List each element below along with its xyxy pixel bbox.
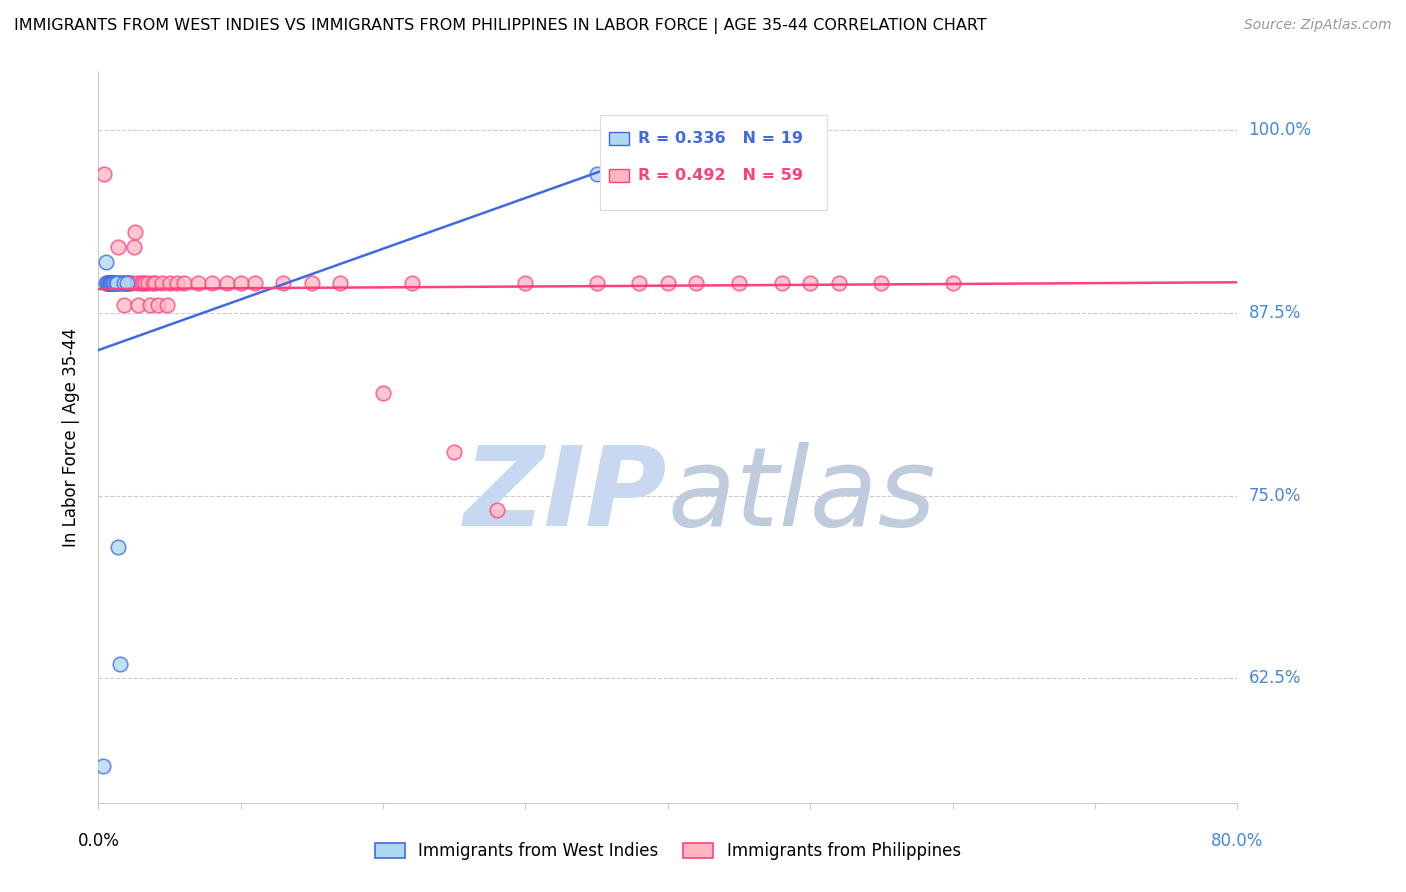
Point bbox=[98, 277, 121, 291]
Point bbox=[122, 240, 145, 254]
Text: IMMIGRANTS FROM WEST INDIES VS IMMIGRANTS FROM PHILIPPINES IN LABOR FORCE | AGE : IMMIGRANTS FROM WEST INDIES VS IMMIGRANT… bbox=[14, 18, 987, 34]
Point bbox=[94, 277, 117, 291]
Point bbox=[101, 277, 124, 291]
Point bbox=[173, 277, 195, 291]
Text: R = 0.336   N = 19: R = 0.336 N = 19 bbox=[638, 131, 803, 146]
Point bbox=[117, 277, 139, 291]
Text: 87.5%: 87.5% bbox=[1249, 304, 1301, 322]
Point bbox=[215, 277, 238, 291]
Point bbox=[799, 277, 821, 291]
Point bbox=[685, 277, 707, 291]
Point bbox=[93, 167, 115, 181]
Point bbox=[243, 277, 266, 291]
Point bbox=[127, 298, 149, 312]
Text: 80.0%: 80.0% bbox=[1211, 832, 1264, 850]
Point bbox=[148, 298, 170, 312]
Text: 62.5%: 62.5% bbox=[1249, 670, 1301, 688]
Point bbox=[118, 277, 141, 291]
Point bbox=[125, 277, 148, 291]
Text: 0.0%: 0.0% bbox=[77, 832, 120, 850]
Text: 100.0%: 100.0% bbox=[1249, 121, 1312, 139]
Point bbox=[486, 503, 509, 517]
Point bbox=[107, 540, 129, 554]
FancyBboxPatch shape bbox=[609, 132, 628, 145]
Point bbox=[273, 277, 295, 291]
Point bbox=[870, 277, 893, 291]
Point bbox=[141, 277, 163, 291]
Point bbox=[114, 277, 136, 291]
FancyBboxPatch shape bbox=[599, 115, 827, 211]
Point bbox=[115, 277, 138, 291]
Point bbox=[97, 277, 120, 291]
Point bbox=[770, 277, 793, 291]
Point bbox=[329, 277, 352, 291]
Point bbox=[136, 277, 159, 291]
Point bbox=[108, 657, 131, 671]
Point bbox=[108, 277, 131, 291]
Point bbox=[105, 277, 128, 291]
Point bbox=[110, 277, 132, 291]
Point bbox=[97, 277, 120, 291]
Point bbox=[134, 277, 156, 291]
Point bbox=[942, 277, 965, 291]
Point bbox=[129, 277, 152, 291]
Point bbox=[96, 277, 118, 291]
Point bbox=[91, 759, 114, 773]
Point bbox=[585, 167, 607, 181]
Point bbox=[120, 277, 142, 291]
Text: Source: ZipAtlas.com: Source: ZipAtlas.com bbox=[1244, 18, 1392, 32]
FancyBboxPatch shape bbox=[609, 169, 628, 182]
Point bbox=[728, 277, 751, 291]
Point bbox=[301, 277, 323, 291]
Point bbox=[112, 298, 135, 312]
Point bbox=[657, 277, 679, 291]
Point bbox=[101, 277, 124, 291]
Point bbox=[112, 277, 135, 291]
Point bbox=[229, 277, 252, 291]
Point bbox=[107, 240, 129, 254]
Point bbox=[159, 277, 181, 291]
Point bbox=[98, 277, 121, 291]
Point bbox=[124, 225, 146, 239]
Y-axis label: In Labor Force | Age 35-44: In Labor Force | Age 35-44 bbox=[62, 327, 80, 547]
Point bbox=[152, 277, 174, 291]
Point bbox=[131, 277, 153, 291]
Point bbox=[138, 298, 160, 312]
Text: atlas: atlas bbox=[668, 442, 936, 549]
Point bbox=[104, 277, 127, 291]
Legend: Immigrants from West Indies, Immigrants from Philippines: Immigrants from West Indies, Immigrants … bbox=[375, 842, 960, 860]
Point bbox=[111, 277, 134, 291]
Point bbox=[373, 386, 395, 401]
Point bbox=[585, 277, 607, 291]
Point bbox=[201, 277, 224, 291]
Text: 75.0%: 75.0% bbox=[1249, 487, 1301, 505]
Point bbox=[828, 277, 851, 291]
Point bbox=[628, 277, 651, 291]
Point bbox=[187, 277, 209, 291]
Point bbox=[98, 277, 121, 291]
Point bbox=[100, 277, 122, 291]
Point bbox=[103, 277, 125, 291]
Point bbox=[104, 277, 127, 291]
Point bbox=[105, 277, 128, 291]
Point bbox=[401, 277, 423, 291]
Point bbox=[443, 444, 465, 458]
Point bbox=[100, 277, 122, 291]
Point bbox=[103, 277, 125, 291]
Point bbox=[145, 277, 167, 291]
Point bbox=[101, 277, 124, 291]
Point bbox=[166, 277, 188, 291]
Point bbox=[115, 277, 138, 291]
Point bbox=[1340, 152, 1362, 166]
Point bbox=[156, 298, 179, 312]
Text: ZIP: ZIP bbox=[464, 442, 668, 549]
Text: R = 0.492   N = 59: R = 0.492 N = 59 bbox=[638, 168, 803, 183]
Point bbox=[515, 277, 537, 291]
Point bbox=[100, 277, 122, 291]
Point bbox=[94, 254, 117, 268]
